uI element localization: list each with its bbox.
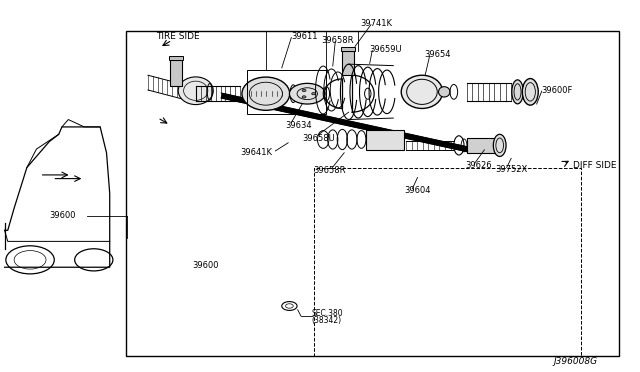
- Text: 39654: 39654: [424, 51, 451, 60]
- Bar: [366, 130, 404, 150]
- Text: 39752X: 39752X: [495, 165, 527, 174]
- Text: 39741K: 39741K: [360, 19, 392, 28]
- Text: 39658R: 39658R: [321, 36, 354, 45]
- Circle shape: [289, 83, 325, 104]
- Text: 39611: 39611: [291, 32, 318, 41]
- Text: 39658R: 39658R: [314, 166, 346, 175]
- Text: 39626: 39626: [465, 161, 492, 170]
- Text: 39658U: 39658U: [302, 134, 335, 142]
- Text: SEC.380: SEC.380: [312, 309, 343, 318]
- Bar: [342, 51, 354, 75]
- Text: 39600: 39600: [193, 261, 219, 270]
- Text: (38342): (38342): [312, 316, 342, 325]
- Ellipse shape: [401, 75, 443, 109]
- Circle shape: [312, 93, 316, 95]
- Bar: [125, 31, 620, 356]
- Text: J396008G: J396008G: [553, 357, 597, 366]
- Text: 39604: 39604: [404, 186, 431, 195]
- Bar: [246, 70, 326, 114]
- Text: 39641K: 39641K: [241, 148, 273, 157]
- Bar: [341, 47, 355, 51]
- Ellipse shape: [178, 77, 213, 105]
- Ellipse shape: [512, 80, 524, 104]
- Text: 39600F: 39600F: [541, 86, 573, 94]
- Text: DIFF SIDE: DIFF SIDE: [573, 161, 616, 170]
- Ellipse shape: [438, 87, 450, 97]
- Ellipse shape: [522, 78, 538, 105]
- Circle shape: [302, 96, 306, 98]
- Ellipse shape: [242, 77, 290, 110]
- Text: 39600: 39600: [49, 211, 76, 220]
- Text: 39634: 39634: [285, 121, 312, 129]
- Circle shape: [302, 89, 306, 92]
- Text: 39659U: 39659U: [370, 45, 403, 54]
- Ellipse shape: [493, 134, 506, 157]
- Text: TIRE SIDE: TIRE SIDE: [156, 32, 200, 41]
- Bar: [467, 138, 499, 153]
- Bar: [169, 56, 183, 61]
- Bar: [170, 61, 182, 86]
- Bar: [314, 167, 581, 356]
